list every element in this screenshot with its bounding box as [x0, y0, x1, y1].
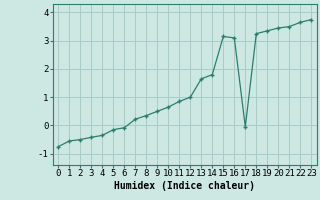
- X-axis label: Humidex (Indice chaleur): Humidex (Indice chaleur): [114, 181, 255, 191]
